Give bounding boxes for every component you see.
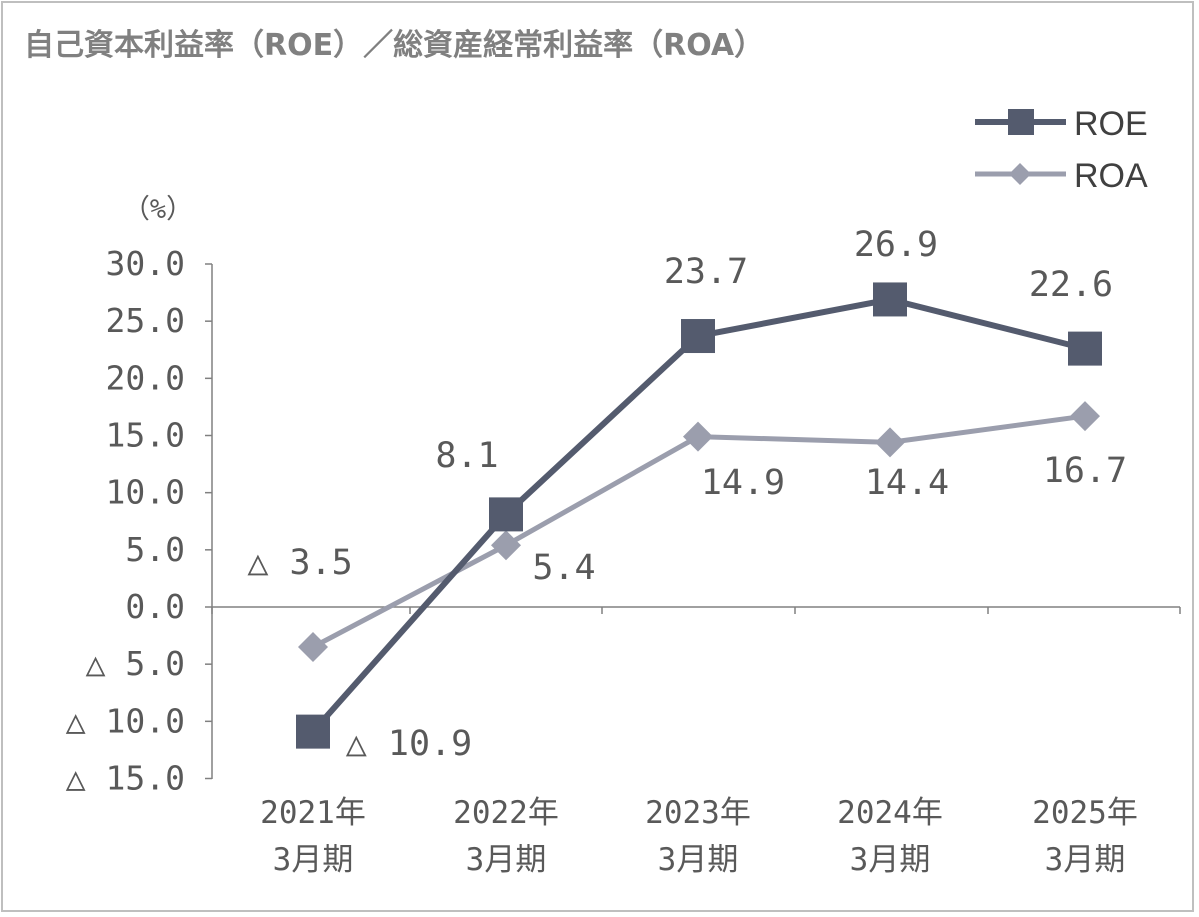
legend-roa-marker: [1009, 163, 1031, 185]
x-category-label: 2024年: [837, 795, 943, 831]
roa-data-label: 14.9: [701, 463, 785, 503]
x-category-sublabel: 3月期: [466, 842, 547, 878]
roa-series-line: [311, 413, 1086, 650]
x-category-sublabel: 3月期: [1045, 842, 1126, 878]
x-category-label: 2022年: [453, 795, 559, 831]
roa-data-label: 14.4: [865, 463, 949, 503]
legend-roe-marker: [1008, 109, 1034, 135]
roe-data-label: 22.6: [1029, 265, 1113, 305]
y-tick-label: △ 5.0: [86, 644, 185, 683]
y-tick-label: 30.0: [106, 244, 185, 283]
roa-point: [1070, 401, 1100, 432]
x-category-label: 2021年: [260, 795, 366, 831]
roe-data-label: 23.7: [664, 252, 748, 292]
y-tick-label: 15.0: [106, 416, 185, 455]
chart-title: 自己資本利益率（ROE）／総資産経常利益率（ROA）: [24, 28, 765, 63]
y-tick-label: △ 15.0: [66, 759, 185, 798]
y-tick-label: 0.0: [125, 587, 185, 626]
x-category-sublabel: 3月期: [850, 842, 931, 878]
roe-point: [681, 319, 715, 354]
x-category-sublabel: 3月期: [658, 842, 739, 878]
roa-data-label: △ 3.5: [247, 543, 352, 583]
roe-point: [873, 282, 907, 317]
y-unit-label: （%）: [123, 194, 193, 225]
legend-roa-label: ROA: [1074, 157, 1148, 195]
legend-roe-label: ROE: [1074, 105, 1148, 143]
roa-point: [683, 421, 713, 452]
roa-data-label: 5.4: [532, 548, 595, 588]
roa-point: [298, 632, 328, 663]
x-category-label: 2025年: [1032, 795, 1138, 831]
y-tick-label: 5.0: [125, 530, 185, 569]
roa-point: [875, 427, 905, 458]
roe-series-line: [310, 296, 1086, 734]
roa-point: [491, 530, 521, 561]
y-tick-label: △ 10.0: [66, 701, 185, 740]
roe-data-label: 8.1: [435, 436, 498, 476]
y-tick-label: 25.0: [106, 301, 185, 340]
roe-data-label: 26.9: [854, 225, 938, 265]
roe-point: [1068, 331, 1102, 366]
y-tick-label: 10.0: [106, 473, 185, 512]
x-category-sublabel: 3月期: [273, 842, 354, 878]
roe-point: [296, 714, 330, 749]
roe-data-label: △ 10.9: [346, 724, 472, 764]
y-tick-label: 20.0: [106, 358, 185, 397]
x-category-label: 2023年: [645, 795, 751, 831]
roe-point: [489, 497, 523, 532]
roa-data-label: 16.7: [1043, 451, 1127, 491]
